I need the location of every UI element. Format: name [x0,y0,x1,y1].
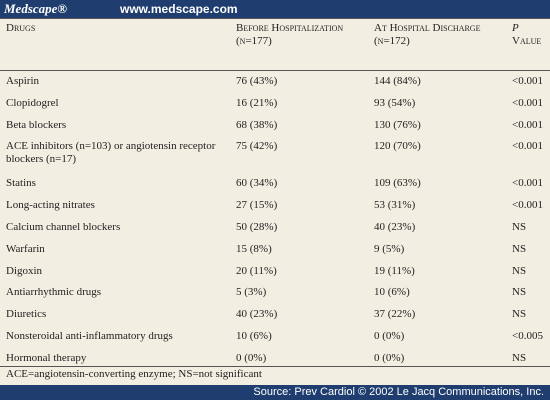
table-cell: 20 (11%) [236,264,277,277]
column-header: At Hospital Discharge (n=172) [368,18,506,71]
table-cell: 60 (34%) [236,177,278,190]
table-cell: Calcium channel blockers [6,220,121,233]
table-cell: 5 (3%) [236,286,267,299]
brand: Medscape® [4,1,68,16]
table-row: Beta blockers 68 (38%) 130 (76%) <0.001 [0,115,550,137]
table-cell: Diuretics [6,308,47,321]
table-cell: Statins [6,177,36,190]
table-cell: 37 (22%) [374,308,416,321]
table-cell: NS [512,264,527,277]
table-cell: 10 (6%) [374,286,410,299]
table-row: Antiarrhythmic drugs 5 (3%) 10 (6%) NS [0,282,550,304]
table-row: Statins 60 (34%) 109 (63%) <0.001 [0,173,550,195]
table-row: Clopidogrel 16 (21%) 93 (54%) <0.001 [0,93,550,115]
source: Source: Prev Cardiol © 2002 Le Jacq Comm… [253,386,544,398]
table-cell: Aspirin [6,75,39,87]
table-row: Calcium channel blockers 50 (28%) 40 (23%)… [0,217,550,239]
footnote: ACE=angiotensin-converting enzyme; NS=no… [6,368,262,380]
column-header: Drugs [0,18,230,71]
header-line: (n=177) [236,35,272,47]
table-row: Nonsteroidal anti-inflammatory drugs 10 (… [0,326,550,348]
table-cell: NS [512,308,527,321]
table-cell: 0 (0%) [374,351,405,364]
table-row: Diuretics 40 (23%) 37 (22%) NS [0,304,550,326]
table-cell: NS [512,351,527,364]
table-cell: Clopidogrel [6,96,59,109]
table-cell: 68 (38%) [236,118,278,131]
table-cell: 15 (8%) [236,242,272,255]
table-cell: 50 (28%) [236,220,278,233]
table-cell: 10 (6%) [236,329,272,342]
table-cell: 40 (23%) [236,308,278,321]
table-cell: <0.005 [512,329,543,342]
table-cell: 130 (76%) [374,118,421,131]
bottom-bar: Source: Prev Cardiol © 2002 Le Jacq Comm… [0,385,550,400]
column-header: Before Hospitalization (n=177) [230,18,368,71]
table-cell: 144 (84%) [374,75,421,87]
table-cell: NS [512,242,527,255]
table-cell: Hormonal therapy [6,351,87,364]
table-cell: 40 (23%) [374,220,416,233]
table-cell: NS [512,220,527,233]
table-cell: 120 (70%) [374,140,421,153]
table-cell: NS [512,286,527,299]
column-header: P Value [506,18,550,71]
header-line: Before Hospitalization [236,22,344,34]
table-row: Aspirin 76 (43%) 144 (84%) <0.001 [0,71,550,93]
header-line: At Hospital Discharge [374,22,481,34]
header-line: (n=172) [374,35,410,47]
table-cell: 27 (15%) [236,199,278,212]
table-cell: 19 (11%) [374,264,415,277]
table-cell: 53 (31%) [374,199,416,212]
header-italic: P [512,22,519,34]
table-cell: ACE inhibitors (n=103) or angiotensin re… [6,140,216,166]
table-row: Hormonal therapy 0 (0%) 0 (0%) NS [0,348,550,370]
table-cell: 109 (63%) [374,177,421,190]
table-row: Long-acting nitrates 27 (15%) 53 (31%) <0.0… [0,195,550,217]
table-cell: <0.001 [512,177,543,190]
table-cell: Digoxin [6,264,43,277]
table-cell: Long-acting nitrates [6,199,95,212]
table-cell: <0.001 [512,199,543,212]
url: www.medscape.com [120,2,238,16]
table-cell: 9 (5%) [374,242,405,255]
table-cell: 75 (42%) [236,140,278,153]
table-cell: Antiarrhythmic drugs [6,286,102,299]
table-cell: 76 (43%) [236,75,278,87]
table-cell: <0.001 [512,118,543,131]
table-cell: 93 (54%) [374,96,416,109]
table-cell: 0 (0%) [374,329,405,342]
table-cell: Beta blockers [6,118,67,131]
table-cell: <0.001 [512,96,543,109]
rule [0,366,550,367]
table-cell: <0.001 [512,140,543,153]
table-row: Digoxin 20 (11%) 19 (11%) NS [0,261,550,283]
top-bar: Medscape® www.medscape.com [0,0,550,18]
header-row: Drugs Before Hospitalization (n=177) At H… [0,18,550,71]
table-row: Warfarin 15 (8%) 9 (5%) NS [0,239,550,261]
table-cell: 0 (0%) [236,351,267,364]
table-cell: Nonsteroidal anti-inflammatory drugs [6,329,173,342]
table: Drugs Before Hospitalization (n=177) At H… [0,18,550,370]
table-cell: Warfarin [6,242,45,255]
table-row: ACE inhibitors (n=103) or angiotensin re… [0,136,550,173]
table-cell: 16 (21%) [236,96,278,109]
header-line: Value [512,35,542,47]
table-cell: <0.001 [512,75,543,87]
